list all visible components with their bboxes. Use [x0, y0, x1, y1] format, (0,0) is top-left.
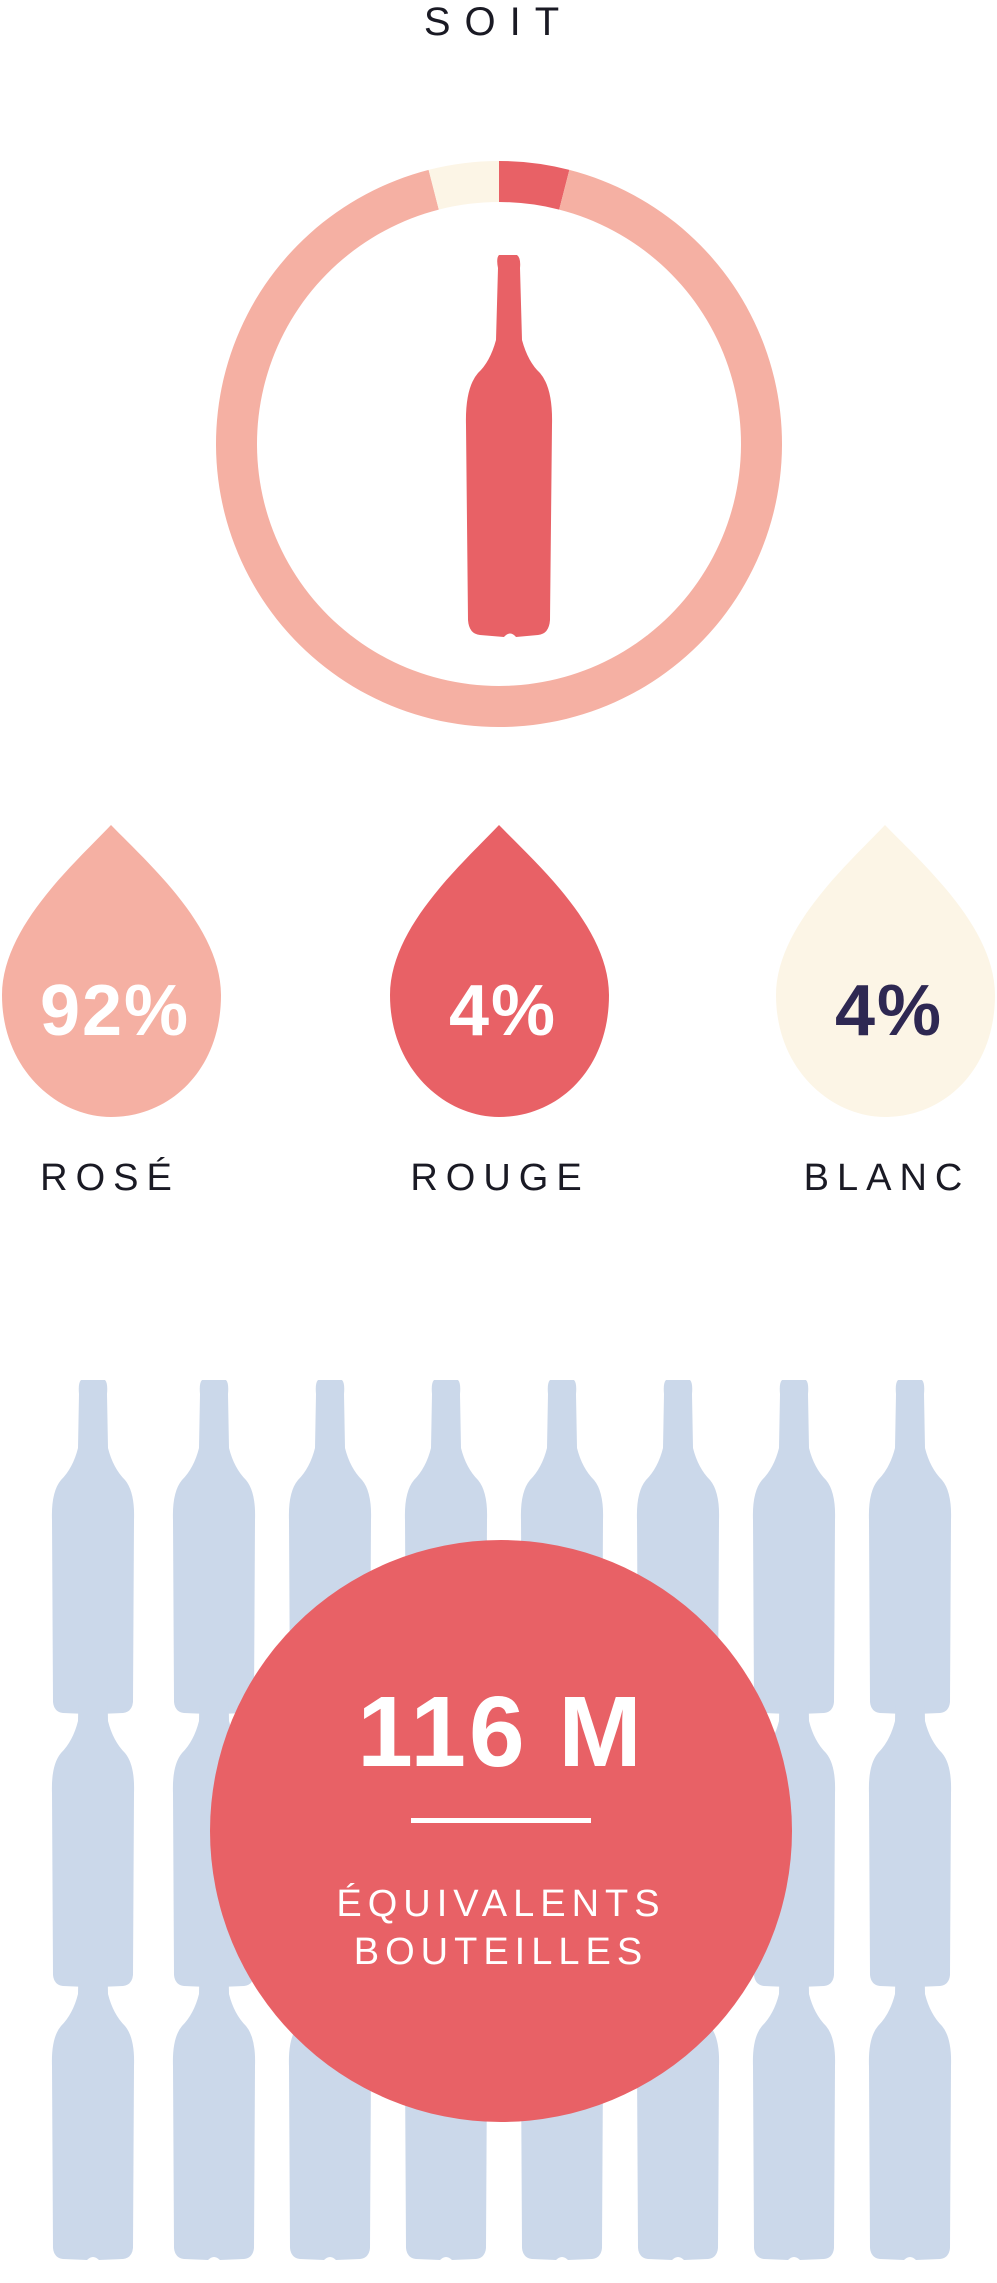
donut-slice-blanc: [428, 161, 499, 210]
wine-bottle-icon: [288, 1926, 372, 2260]
donut-slices: [215, 161, 782, 727]
wine-bottle-icon: [172, 1926, 256, 2260]
wine-bottle-icon: [752, 1380, 836, 1714]
total-value: 116 M: [357, 1676, 645, 1788]
drop-blanc-value: 4%: [834, 971, 944, 1051]
wine-bottle-icon: [51, 1926, 135, 2260]
drop-rose-value: 92%: [39, 971, 191, 1051]
drop-rose: 92%: [0, 825, 230, 1125]
heading-soit: SOIT: [423, 0, 574, 44]
total-circle: 116 M ÉQUIVALENTS BOUTEILLES: [210, 1540, 792, 2122]
wine-bottle-icon: [636, 1926, 720, 2260]
donut-slice-rouge: [499, 161, 570, 210]
wine-bottle-icon: [752, 1926, 836, 2260]
total-divider: [411, 1818, 591, 1823]
drop-blanc-shape: [776, 825, 995, 1117]
drop-rose-label: ROSÉ: [40, 1157, 180, 1199]
drop-rose-shape: [2, 825, 221, 1117]
drop-rouge-shape: [390, 825, 609, 1117]
drop-blanc: 4%: [774, 825, 997, 1125]
wine-bottle-icon: [172, 1380, 256, 1714]
wine-bottle-icon: [868, 1380, 952, 1714]
wine-bottle-icon: [51, 1380, 135, 1714]
total-caption-line2: BOUTEILLES: [353, 1931, 649, 1973]
donut-chart: [215, 161, 782, 727]
wine-bottle-icon: [465, 255, 553, 637]
wine-bottle-icon: [868, 1653, 952, 1987]
wine-bottle-icon: [868, 1926, 952, 2260]
wine-bottle-icon: [51, 1653, 135, 1987]
total-caption-line1: ÉQUIVALENTS: [336, 1883, 666, 1925]
drop-rouge-label: ROUGE: [410, 1157, 590, 1199]
drop-rouge: 4%: [388, 825, 618, 1125]
total-caption: ÉQUIVALENTS BOUTEILLES: [210, 1880, 792, 1976]
drop-rouge-value: 4%: [448, 971, 558, 1051]
drop-blanc-label: BLANC: [803, 1157, 971, 1199]
